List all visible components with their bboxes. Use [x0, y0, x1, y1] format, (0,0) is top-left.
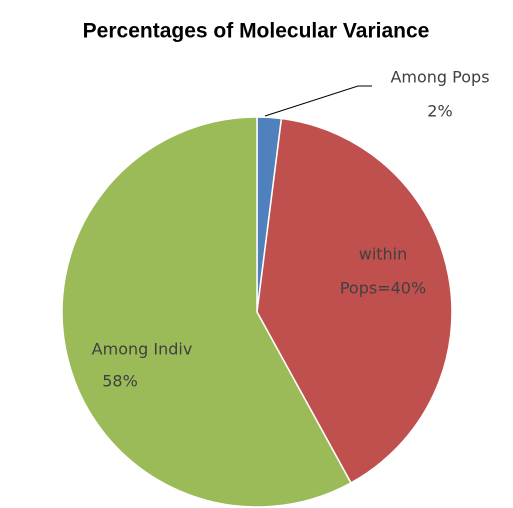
chart-title: Percentages of Molecular Variance — [83, 20, 430, 43]
data-label: Pops=40% — [340, 279, 426, 298]
pie-slice — [61, 116, 352, 508]
data-label: 58% — [102, 372, 138, 391]
pie-slice — [256, 117, 453, 484]
data-label: 2% — [427, 102, 452, 121]
data-label: Among Indiv — [92, 340, 193, 359]
leader-line — [264, 85, 372, 117]
data-label: Among Pops — [390, 68, 489, 87]
data-label: within — [359, 245, 408, 264]
